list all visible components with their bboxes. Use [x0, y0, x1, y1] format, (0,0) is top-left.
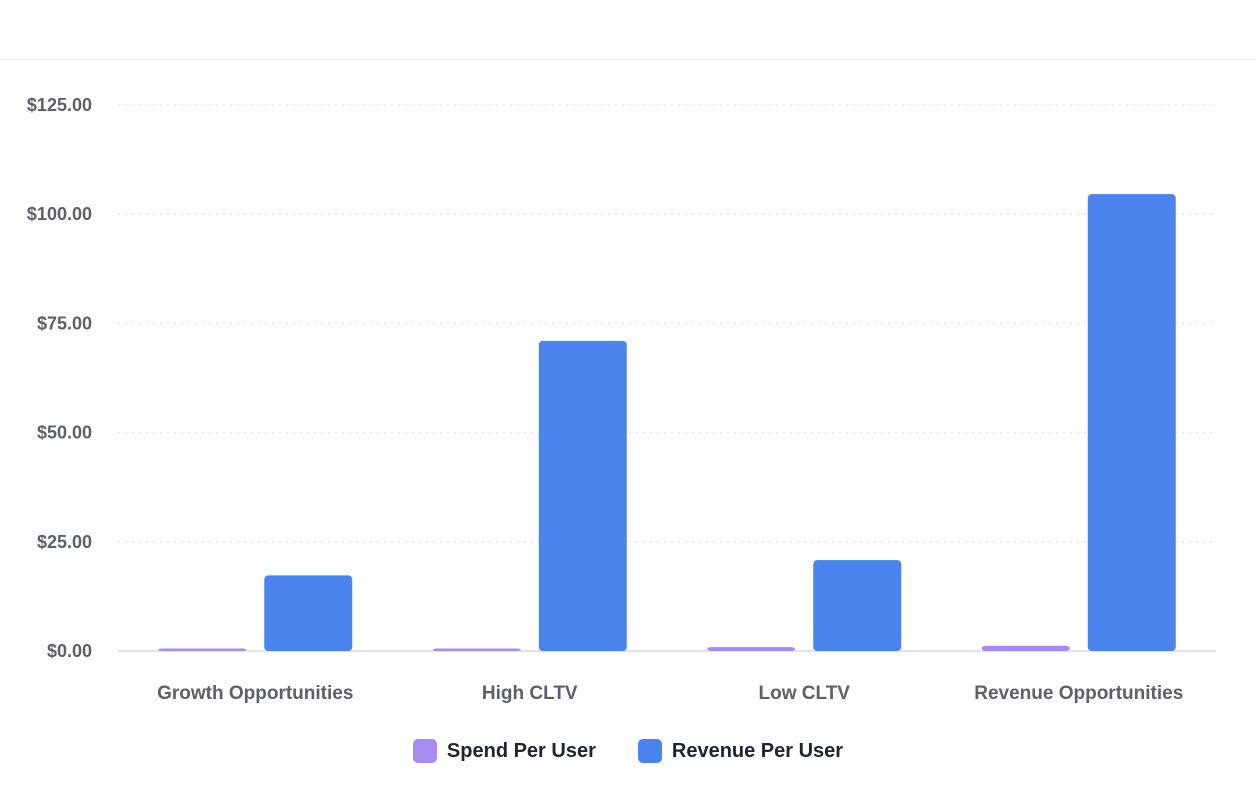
y-tick-label: $100.00	[27, 204, 92, 224]
y-tick-label: $25.00	[37, 532, 92, 552]
bar-spend	[981, 645, 1070, 651]
bar-spend	[432, 648, 521, 651]
legend-item-spend-per-user[interactable]: Spend Per User	[412, 739, 596, 763]
grid-layer	[118, 104, 1216, 652]
legend-swatch-revenue	[637, 739, 662, 763]
y-tick-label: $50.00	[37, 423, 92, 443]
bar-revenue	[813, 560, 902, 651]
y-tick-label: $0.00	[47, 641, 92, 661]
bar-revenue	[264, 575, 353, 651]
x-category-label: Growth Opportunities	[157, 683, 353, 704]
bar-spend	[158, 648, 247, 651]
legend-label-spend: Spend Per User	[446, 739, 596, 762]
chart-legend: Spend Per User Revenue Per User	[0, 736, 1256, 766]
label-layer: $0.00 $25.00 $50.00 $75.00 $100.00 $125.00 Gro…	[27, 95, 1183, 704]
bar-layer	[158, 194, 1176, 652]
legend-swatch-spend	[412, 739, 437, 763]
x-category-label: High CLTV	[482, 683, 578, 704]
x-category-label: Revenue Opportunities	[974, 683, 1183, 704]
header-divider	[0, 59, 1256, 60]
legend-item-revenue-per-user[interactable]: Revenue Per User	[637, 739, 844, 763]
bar-chart: $0.00 $25.00 $50.00 $75.00 $100.00 $125.00 Gro…	[27, 95, 1216, 704]
y-tick-label: $125.00	[27, 95, 92, 115]
bar-revenue	[538, 340, 627, 651]
bar-revenue	[1087, 194, 1176, 652]
y-tick-label: $75.00	[37, 313, 92, 333]
legend-label-revenue: Revenue Per User	[671, 739, 844, 762]
bar-spend	[707, 647, 796, 651]
x-category-label: Low CLTV	[759, 683, 851, 704]
